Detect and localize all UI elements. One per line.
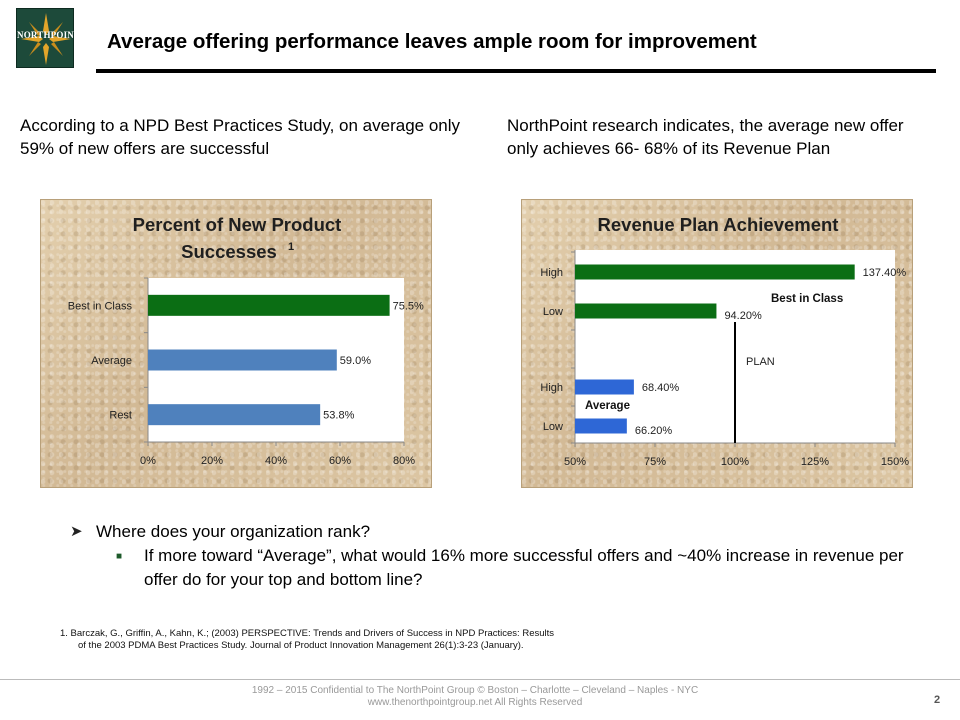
footnote-line-1: 1. Barczak, G., Griffin, A., Kahn, K.; (… <box>60 628 555 639</box>
chart-1-x-tick-label: 40% <box>265 455 287 467</box>
chart-1-x-tick-label: 80% <box>393 455 415 467</box>
bullet-sub: ■ If more toward “Average”, what would 1… <box>70 544 930 592</box>
intro-left-text: According to a NPD Best Practices Study,… <box>20 116 461 158</box>
chart-1-svg: Percent of New Product Successes 1 0% 20%… <box>68 214 424 467</box>
chart-1-bar <box>148 294 390 316</box>
chart-2-svg: Revenue Plan Achievement 50% 75% 100% 125% 1… <box>540 214 909 468</box>
intro-right-text: NorthPoint research indicates, the avera… <box>507 116 904 158</box>
chart-2-data-label: 137.40% <box>863 267 907 279</box>
chart-1-title-superscript: 1 <box>288 241 294 253</box>
chart-revenue-plan-achievement: Revenue Plan Achievement 50% 75% 100% 125% 1… <box>521 199 913 488</box>
chart-2-x-tick-label: 150% <box>881 456 909 468</box>
chart-2-bar <box>575 303 717 319</box>
chart-1-title-line-1: Percent of New Product <box>133 214 342 235</box>
chart-2-category-label: High <box>540 382 563 394</box>
chart-2-x-tick-label: 75% <box>644 456 666 468</box>
logo-wordmark: NORTHPOINT <box>17 30 81 40</box>
chart-1-x-tick-label: 0% <box>140 455 156 467</box>
chart-2-plan-label: PLAN <box>746 356 775 368</box>
compass-icon <box>21 13 71 65</box>
footer: 1992 – 2015 Confidential to The NorthPoi… <box>190 685 760 709</box>
footer-divider <box>0 679 960 680</box>
chart-1-data-label: 53.8% <box>323 410 354 422</box>
footer-line-1: 1992 – 2015 Confidential to The NorthPoi… <box>251 685 699 696</box>
footnote: 1. Barczak, G., Griffin, A., Kahn, K.; (… <box>60 628 660 652</box>
chart-2-data-label: 66.20% <box>635 425 673 437</box>
chart-1-data-label: 59.0% <box>340 355 371 367</box>
chart-2-title: Revenue Plan Achievement <box>598 214 839 235</box>
square-bullet-icon: ■ <box>116 551 123 562</box>
bullet-sub-text: If more toward “Average”, what would 16%… <box>144 546 904 589</box>
bullet-question-text: Where does your organization rank? <box>96 522 371 541</box>
chart-1-category-label: Rest <box>109 410 132 422</box>
footer-line-2: www.thenorthpointgroup.net All Rights Re… <box>367 697 583 708</box>
chart-2-category-label: Low <box>543 421 563 433</box>
discussion-bullets: ➤ Where does your organization rank? ■ I… <box>70 521 930 592</box>
page-number: 2 <box>934 694 941 706</box>
chart-1-bar <box>148 349 337 371</box>
chart-2-x-tick-label: 125% <box>801 456 829 468</box>
chart-2-group-label-average: Average <box>585 400 630 412</box>
chart-1-category-label: Best in Class <box>68 300 133 312</box>
chart-1-data-label: 75.5% <box>393 300 424 312</box>
arrow-bullet-icon: ➤ <box>70 523 83 540</box>
chart-2-bar <box>575 418 627 434</box>
chart-2-bar <box>575 379 634 395</box>
chart-2-bar <box>575 264 855 280</box>
chart-2-group-label-best-in-class: Best in Class <box>771 293 843 305</box>
chart-2-x-tick-label: 50% <box>564 456 586 468</box>
footnote-line-2: of the 2003 PDMA Best Practices Study. J… <box>78 640 524 651</box>
chart-2-category-label: High <box>540 267 563 279</box>
chart-1-bar <box>148 404 321 426</box>
chart-1-category-label: Average <box>91 355 132 367</box>
bullet-question: ➤ Where does your organization rank? <box>70 521 930 543</box>
chart-2-data-label: 68.40% <box>642 382 680 394</box>
chart-1-title-line-2: Successes <box>181 241 277 262</box>
chart-2-category-label: Low <box>543 306 563 318</box>
page-title: Average offering performance leaves ampl… <box>107 30 757 53</box>
chart-1-x-tick-label: 20% <box>201 455 223 467</box>
title-divider <box>96 69 936 73</box>
chart-new-product-successes: Percent of New Product Successes 1 0% 20%… <box>40 199 432 488</box>
chart-1-x-tick-label: 60% <box>329 455 351 467</box>
chart-2-data-label: 94.20% <box>724 310 762 322</box>
chart-2-x-tick-label: 100% <box>721 456 749 468</box>
northpoint-logo: NORTHPOINT <box>16 8 81 68</box>
chart-1-title: Percent of New Product <box>133 214 342 235</box>
